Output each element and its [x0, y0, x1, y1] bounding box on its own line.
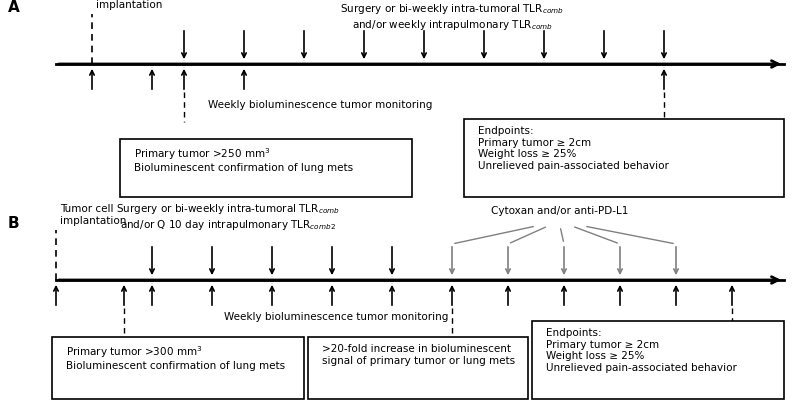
Text: Primary tumor >300 mm$^{3}$
Bioluminescent confirmation of lung mets: Primary tumor >300 mm$^{3}$ Bioluminesce… — [66, 344, 285, 371]
Text: Surgery or bi-weekly intra-tumoral TLR$_{comb}$
and/or weekly intrapulmonary TLR: Surgery or bi-weekly intra-tumoral TLR$_… — [340, 2, 564, 32]
FancyBboxPatch shape — [308, 337, 528, 399]
Text: >20-fold increase in bioluminescent
signal of primary tumor or lung mets: >20-fold increase in bioluminescent sign… — [322, 344, 514, 366]
FancyBboxPatch shape — [532, 321, 784, 399]
Text: Tumor cell
implantation: Tumor cell implantation — [96, 0, 162, 10]
Text: B: B — [8, 216, 20, 232]
Text: Weekly bioluminescence tumor monitoring: Weekly bioluminescence tumor monitoring — [208, 100, 432, 110]
Text: Weekly bioluminescence tumor monitoring: Weekly bioluminescence tumor monitoring — [224, 312, 448, 322]
Text: Endpoints:
Primary tumor ≥ 2cm
Weight loss ≥ 25%
Unrelieved pain-associated beha: Endpoints: Primary tumor ≥ 2cm Weight lo… — [546, 328, 737, 373]
FancyBboxPatch shape — [464, 119, 784, 197]
FancyBboxPatch shape — [120, 139, 412, 197]
Text: Endpoints:
Primary tumor ≥ 2cm
Weight loss ≥ 25%
Unrelieved pain-associated beha: Endpoints: Primary tumor ≥ 2cm Weight lo… — [478, 126, 669, 171]
Text: Cytoxan and/or anti-PD-L1: Cytoxan and/or anti-PD-L1 — [491, 206, 629, 216]
FancyBboxPatch shape — [52, 337, 304, 399]
Text: Primary tumor >250 mm$^{3}$
Bioluminescent confirmation of lung mets: Primary tumor >250 mm$^{3}$ Bioluminesce… — [134, 146, 353, 174]
Text: Tumor cell
implantation: Tumor cell implantation — [60, 204, 126, 226]
Text: A: A — [8, 0, 20, 16]
Text: Surgery or bi-weekly intra-tumoral TLR$_{comb}$
and/or Q 10 day intrapulmonary T: Surgery or bi-weekly intra-tumoral TLR$_… — [116, 202, 340, 232]
